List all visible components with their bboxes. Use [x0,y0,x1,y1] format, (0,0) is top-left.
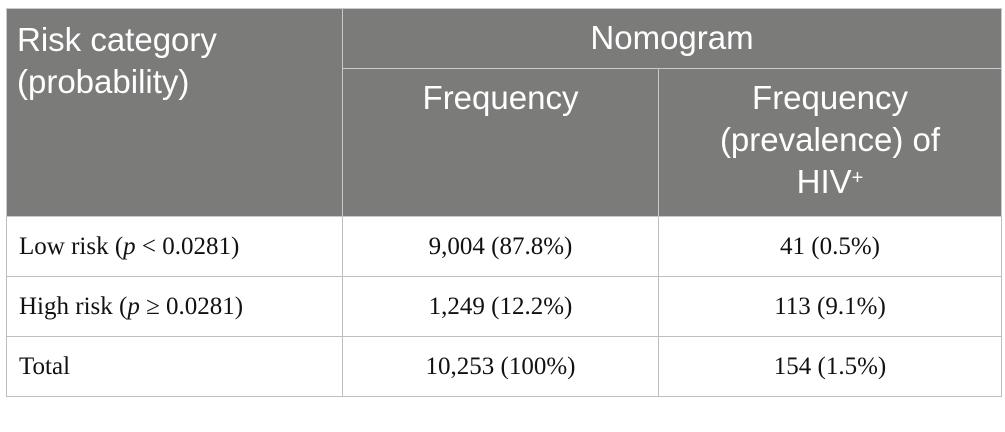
prevalence-header-line2: (prevalence) of [719,121,941,158]
frequency-cell: 1,249 (12.2%) [342,276,659,337]
risk-category-header: Risk category (probability) [6,8,343,217]
label-threshold: < 0.0281) [135,232,240,260]
table-row: High risk (p ≥ 0.0281) 1,249 (12.2%) 113… [6,276,1002,337]
nomogram-header: Nomogram [342,8,1002,69]
row-label: High risk (p ≥ 0.0281) [6,276,343,337]
row-label: Low risk (p < 0.0281) [6,216,343,277]
prevalence-cell: 113 (9.1%) [658,276,1002,337]
hiv-superscript: + [851,167,864,189]
table-row: Low risk (p < 0.0281) 9,004 (87.8%) 41 (… [6,216,1002,277]
label-variable: p [123,232,136,260]
label-variable: p [127,292,140,320]
risk-category-line2: (probability) [17,63,190,100]
label-threshold: ≥ 0.0281) [139,292,244,320]
label-text: High risk ( [19,292,128,320]
label-text: Low risk ( [19,232,124,260]
hiv-label: HIV [796,163,852,200]
table-row: Total 10,253 (100%) 154 (1.5%) [6,336,1002,397]
prevalence-header-line3: HIV+ [679,161,981,203]
risk-table: Risk category (probability) Nomogram Fre… [6,8,1002,397]
label-text: Total [19,352,71,380]
frequency-cell: 10,253 (100%) [342,336,659,397]
risk-category-line1: Risk category [17,21,217,58]
row-label: Total [6,336,343,397]
prevalence-header-line1: Frequency [752,79,908,116]
frequency-header: Frequency [342,68,659,217]
frequency-cell: 9,004 (87.8%) [342,216,659,277]
prevalence-header: Frequency (prevalence) of HIV+ [658,68,1002,217]
prevalence-cell: 41 (0.5%) [658,216,1002,277]
prevalence-cell: 154 (1.5%) [658,336,1002,397]
